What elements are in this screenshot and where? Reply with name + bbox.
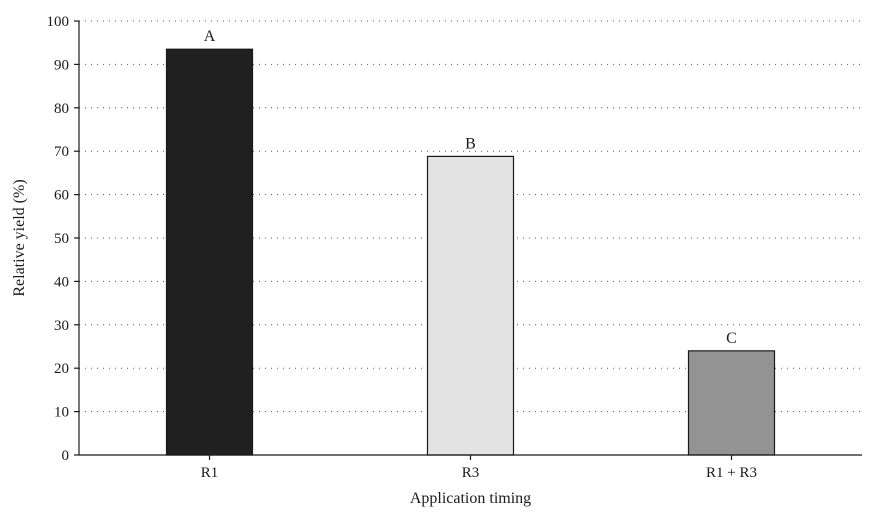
y-tick-label: 50 [54, 231, 69, 247]
x-tick-label: R1 [201, 465, 219, 481]
y-tick-label: 0 [62, 448, 70, 464]
bar-3 [687, 350, 776, 456]
x-axis-ticks: R1 R3 R1 + R3 [201, 455, 757, 481]
y-tick-label: 90 [54, 57, 69, 73]
bar-letter-label: B [465, 135, 476, 152]
bar-1 [165, 48, 254, 456]
bar-letter-label: A [204, 28, 216, 45]
x-tick-label: R1 + R3 [706, 465, 757, 481]
y-tick-label: 10 [54, 405, 69, 421]
y-tick-label: 60 [54, 188, 69, 204]
bars: A B C [165, 28, 776, 456]
y-tick-label: 40 [54, 274, 69, 290]
x-tick-label: R3 [462, 465, 480, 481]
y-tick-label: 20 [54, 361, 69, 377]
y-tick-label: 80 [54, 101, 69, 117]
y-tick-label: 70 [54, 144, 69, 160]
bar-2 [426, 155, 515, 456]
y-axis-ticks: 0 10 20 30 40 50 60 70 80 90 100 [47, 14, 79, 464]
y-axis-title: Relative yield (%) [11, 179, 28, 296]
y-tick-label: 100 [47, 14, 70, 30]
x-axis-title: Application timing [410, 490, 531, 507]
bar-letter-label: C [726, 330, 737, 347]
y-tick-label: 30 [54, 318, 69, 334]
